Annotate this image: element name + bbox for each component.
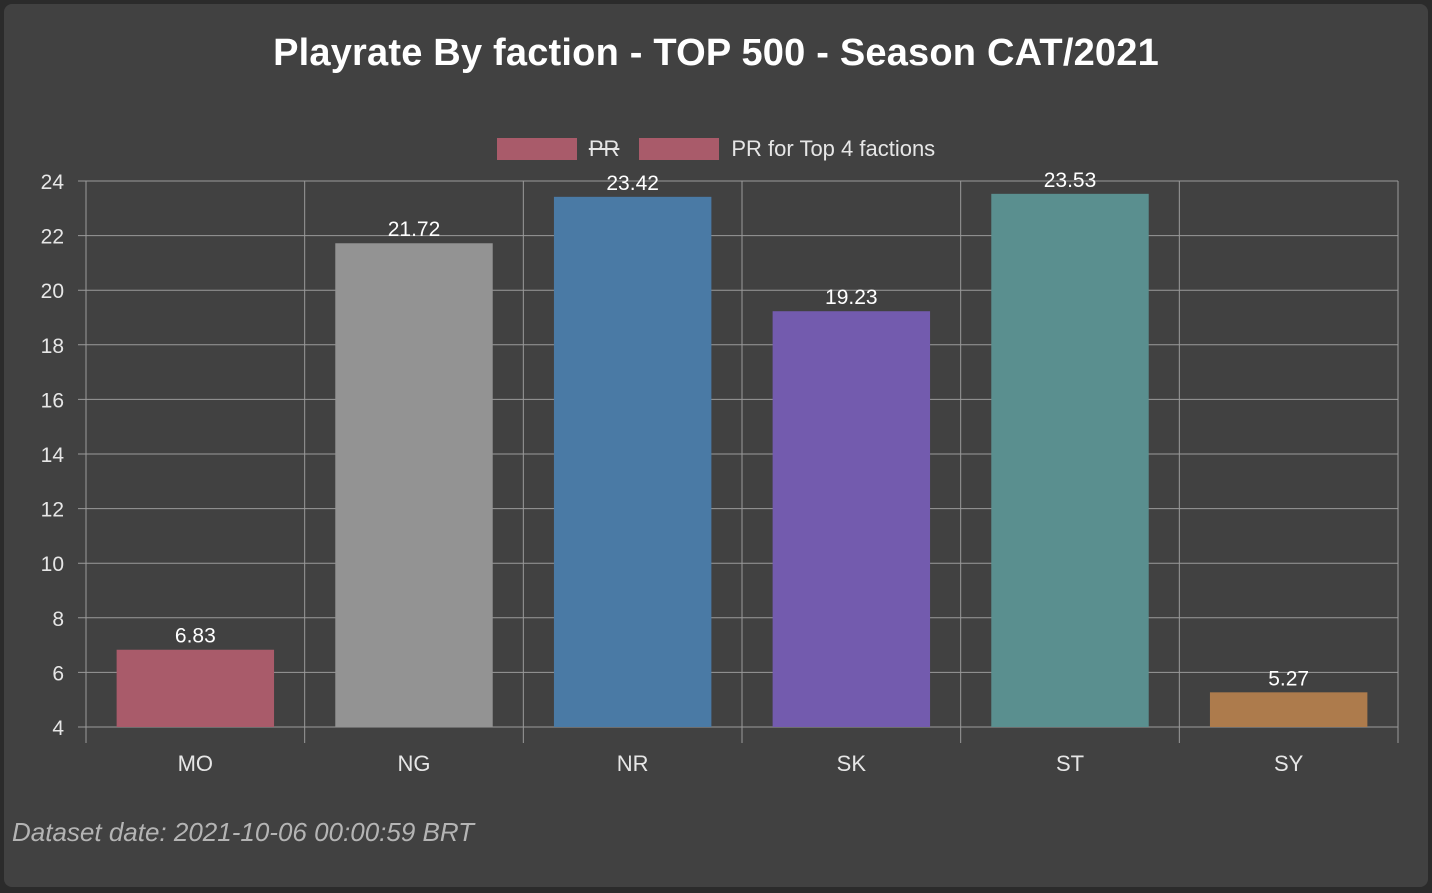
bar-sy — [1209, 692, 1368, 727]
data-label-sk: 19.23 — [825, 286, 878, 309]
legend-label-pr: PR — [588, 136, 620, 161]
data-label-mo: 6.83 — [175, 625, 216, 648]
y-tick-label: 14 — [41, 444, 65, 467]
legend-item-pr[interactable]: PR — [496, 136, 620, 162]
x-tick-label-nr: NR — [617, 751, 649, 776]
bar-nr — [553, 196, 712, 728]
bar-ng — [335, 243, 493, 727]
y-tick-label: 6 — [52, 662, 64, 685]
data-label-st: 23.53 — [1044, 169, 1097, 192]
y-tick-label: 4 — [52, 717, 64, 740]
y-tick-label: 16 — [41, 389, 64, 412]
y-tick-label: 8 — [52, 608, 64, 631]
data-label-ng: 21.72 — [388, 218, 441, 241]
y-tick-label: 18 — [41, 335, 64, 358]
legend-swatch-pr — [496, 138, 577, 160]
legend: PR PR for Top 4 factions — [0, 136, 1432, 162]
x-tick-label-mo: MO — [178, 751, 213, 776]
bar-sk — [772, 311, 931, 727]
bar-mo — [116, 649, 275, 727]
dataset-date: Dataset date: 2021-10-06 00:00:59 BRT — [12, 817, 475, 847]
x-tick-label-ng: NG — [398, 751, 431, 776]
y-tick-label: 24 — [41, 171, 65, 194]
data-label-sy: 5.27 — [1268, 667, 1309, 690]
y-tick-label: 12 — [41, 499, 64, 522]
y-tick-label: 10 — [41, 553, 64, 576]
x-tick-label-st: ST — [1056, 751, 1084, 776]
y-tick-label: 22 — [41, 226, 64, 249]
data-label-nr: 23.42 — [606, 172, 659, 195]
legend-label-pr-top4: PR for Top 4 factions — [731, 136, 936, 161]
bar-st — [991, 193, 1149, 727]
legend-swatch-pr-top4 — [639, 138, 720, 160]
x-tick-label-sk: SK — [837, 751, 867, 776]
y-tick-label: 20 — [41, 280, 64, 303]
chart-title: Playrate By faction - TOP 500 - Season C… — [273, 32, 1159, 74]
x-tick-label-sy: SY — [1274, 751, 1304, 776]
legend-item-pr-top4[interactable]: PR for Top 4 factions — [639, 136, 935, 162]
